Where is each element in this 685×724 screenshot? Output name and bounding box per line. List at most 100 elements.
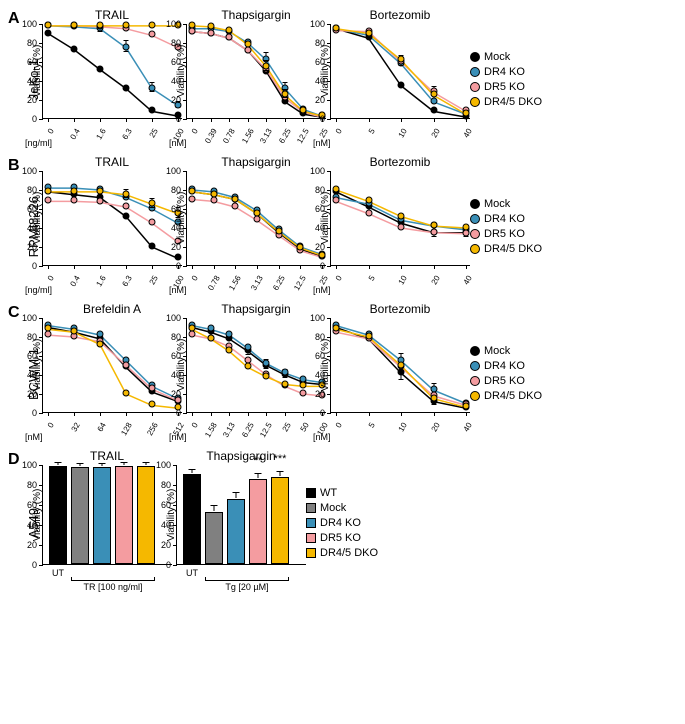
data-point (123, 43, 130, 50)
bar (271, 477, 289, 564)
x-tick-label: 40 (462, 127, 474, 139)
line-chart: ThapsigarginViability (%)02040608010000.… (186, 8, 326, 119)
data-point (123, 203, 130, 210)
y-tick-label: 100 (19, 460, 37, 470)
data-point (189, 21, 196, 28)
data-point (226, 331, 233, 338)
data-point (123, 21, 130, 28)
data-point (207, 334, 214, 341)
x-unit-label: [nM] (313, 138, 331, 148)
y-tick-label: 20 (307, 242, 325, 252)
data-point (254, 209, 261, 216)
y-tick-label: 0 (19, 408, 37, 418)
legend-item: Mock (470, 198, 542, 210)
y-tick-label: 0 (19, 560, 37, 570)
line-chart: Brefeldin AViability (%)0204060801000326… (42, 302, 182, 413)
x-tick-label: 40 (462, 274, 474, 286)
legend-item: DR4/5 DKO (470, 243, 542, 255)
line-chart: ThapsigarginViability (%)02040608010001.… (186, 302, 326, 413)
y-tick-label: 100 (163, 313, 181, 323)
x-tick-label: 0 (190, 127, 200, 135)
data-point (398, 361, 405, 368)
chart-title: TRAIL (42, 155, 182, 169)
y-tick-label: 100 (19, 313, 37, 323)
y-tick-label: 40 (163, 370, 181, 380)
data-point (149, 31, 156, 38)
data-point (226, 34, 233, 41)
y-tick-label: 100 (307, 166, 325, 176)
data-point (123, 390, 130, 397)
x-tick-label: 25 (280, 421, 292, 433)
y-tick-label: 40 (307, 76, 325, 86)
chart-title: Thapsigargin (186, 155, 326, 169)
data-point (398, 56, 405, 63)
x-unit-label: [ng/ml] (25, 138, 52, 148)
x-tick-label: 3.13 (221, 421, 237, 439)
x-tick-label: 64 (96, 421, 108, 433)
line-chart: ThapsigarginViability (%)02040608010000.… (186, 155, 326, 266)
y-tick-label: 100 (307, 19, 325, 29)
legend: MockDR4 KODR5 KODR4/5 DKO (470, 198, 542, 255)
x-tick-label: 20 (429, 274, 441, 286)
y-tick-label: 20 (163, 389, 181, 399)
data-point (149, 219, 156, 226)
y-tick-label: 20 (19, 540, 37, 550)
x-tick-label: 1.6 (94, 127, 107, 141)
y-tick-label: 60 (153, 500, 171, 510)
y-tick-label: 60 (19, 57, 37, 67)
y-tick-label: 0 (307, 408, 325, 418)
chart-title: Bortezomib (330, 302, 470, 316)
data-point (275, 227, 282, 234)
data-point (365, 333, 372, 340)
y-tick-label: 0 (307, 114, 325, 124)
legend-label: DR4 KO (320, 517, 361, 529)
data-point (71, 45, 78, 52)
y-tick-label: 60 (19, 351, 37, 361)
legend-item: WT (306, 487, 378, 499)
x-tick-label: 0 (334, 274, 344, 282)
data-point (45, 187, 52, 194)
significance-label: *** (274, 453, 287, 465)
x-tick-label: 6.3 (120, 274, 133, 288)
line-chart: TRAILViability (%)02040608010000.41.66.3… (42, 155, 182, 266)
x-tick-label: 12.5 (296, 127, 312, 145)
legend: MockDR4 KODR5 KODR4/5 DKO (470, 345, 542, 402)
data-point (71, 328, 78, 335)
data-point (254, 216, 261, 223)
chart-title: Thapsigargin (186, 8, 326, 22)
data-point (333, 325, 340, 332)
data-point (244, 40, 251, 47)
x-tick-label: 0 (190, 274, 200, 282)
x-tick-label: 5 (366, 274, 376, 282)
x-unit-label: [ng/ml] (25, 285, 52, 295)
y-tick-label: 100 (163, 19, 181, 29)
legend-label: DR4/5 DKO (484, 96, 542, 108)
data-point (430, 107, 437, 114)
x-tick-label: 10 (397, 421, 409, 433)
x-tick-label: 3.13 (249, 274, 265, 292)
y-tick-label: 80 (163, 332, 181, 342)
y-tick-label: 60 (163, 204, 181, 214)
legend-label: DR4/5 DKO (484, 243, 542, 255)
y-axis-label: Viability (%) (166, 488, 177, 541)
data-point (71, 197, 78, 204)
bar (49, 466, 67, 564)
data-point (71, 21, 78, 28)
line-chart: TRAILViability (%)02040608010000.41.66.3… (42, 8, 182, 119)
x-tick-label: 1.58 (203, 421, 219, 439)
y-tick-label: 60 (19, 500, 37, 510)
data-point (45, 197, 52, 204)
bar-chart: ThapsigarginViability (%)020406080100***… (176, 449, 306, 565)
y-tick-label: 20 (19, 95, 37, 105)
chart-title: Bortezomib (330, 8, 470, 22)
data-point (263, 372, 270, 379)
data-point (149, 200, 156, 207)
legend-item: Mock (306, 502, 378, 514)
legend-item: DR5 KO (470, 375, 542, 387)
data-point (430, 394, 437, 401)
x-tick-label: 12.5 (293, 274, 309, 292)
y-axis-label: Viability (%) (32, 488, 43, 541)
x-tick-label: 6.3 (120, 127, 133, 141)
y-tick-label: 20 (153, 540, 171, 550)
y-tick-label: 0 (153, 560, 171, 570)
